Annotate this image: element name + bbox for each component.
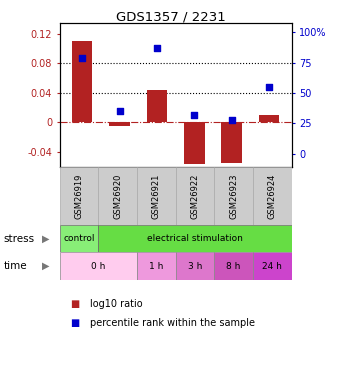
Text: stress: stress (3, 234, 34, 244)
Text: GSM26923: GSM26923 (229, 173, 238, 219)
Bar (184, 123, 205, 164)
Text: GSM26919: GSM26919 (74, 173, 84, 219)
Point (229, 117, 235, 123)
Text: log10 ratio: log10 ratio (90, 299, 143, 309)
Text: 8 h: 8 h (226, 262, 241, 271)
Point (117, 108, 122, 114)
Bar (176, 252, 214, 280)
Bar (137, 167, 176, 225)
Text: electrical stimulation: electrical stimulation (147, 234, 243, 243)
Text: time: time (3, 261, 27, 271)
Bar (214, 167, 253, 225)
Text: GSM26921: GSM26921 (152, 173, 161, 219)
Text: 0 h: 0 h (91, 262, 105, 271)
Text: GDS1357 / 2231: GDS1357 / 2231 (116, 10, 225, 23)
Text: percentile rank within the sample: percentile rank within the sample (90, 318, 255, 328)
Text: GSM26924: GSM26924 (268, 173, 277, 219)
Bar (221, 123, 242, 163)
Text: GSM26920: GSM26920 (113, 173, 122, 219)
Bar (109, 123, 130, 126)
Bar (259, 115, 279, 123)
Point (79, 55, 85, 61)
Text: ▶: ▶ (42, 234, 50, 244)
Bar (60, 225, 98, 252)
Text: ■: ■ (70, 299, 79, 309)
Bar (253, 167, 292, 225)
Point (192, 112, 197, 118)
Text: ▶: ▶ (42, 261, 50, 271)
Text: 1 h: 1 h (149, 262, 163, 271)
Bar (98, 167, 137, 225)
Bar (72, 41, 92, 123)
Bar (60, 252, 137, 280)
Text: GSM26922: GSM26922 (190, 173, 199, 219)
Bar (147, 90, 167, 123)
Text: 24 h: 24 h (262, 262, 282, 271)
Bar (137, 252, 176, 280)
Text: ■: ■ (70, 318, 79, 328)
Bar (60, 167, 98, 225)
Bar (214, 252, 253, 280)
Point (154, 45, 160, 51)
Bar (253, 252, 292, 280)
Text: control: control (63, 234, 95, 243)
Bar (176, 167, 214, 225)
Point (266, 84, 272, 90)
Text: 3 h: 3 h (188, 262, 202, 271)
Bar (98, 225, 292, 252)
